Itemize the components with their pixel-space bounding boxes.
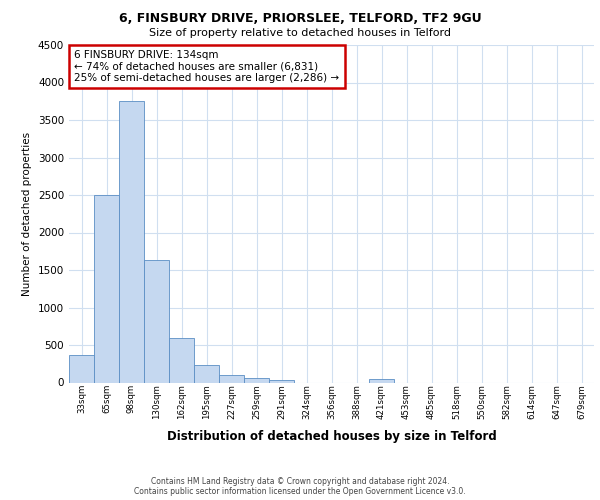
- X-axis label: Distribution of detached houses by size in Telford: Distribution of detached houses by size …: [167, 430, 496, 443]
- Text: 6, FINSBURY DRIVE, PRIORSLEE, TELFORD, TF2 9GU: 6, FINSBURY DRIVE, PRIORSLEE, TELFORD, T…: [119, 12, 481, 26]
- Bar: [194, 365, 219, 382]
- Text: Contains HM Land Registry data © Crown copyright and database right 2024.
Contai: Contains HM Land Registry data © Crown c…: [134, 476, 466, 496]
- Bar: [244, 378, 269, 382]
- Text: 6 FINSBURY DRIVE: 134sqm
← 74% of detached houses are smaller (6,831)
25% of sem: 6 FINSBURY DRIVE: 134sqm ← 74% of detach…: [74, 50, 340, 84]
- Bar: [169, 338, 194, 382]
- Bar: [119, 101, 144, 382]
- Text: Size of property relative to detached houses in Telford: Size of property relative to detached ho…: [149, 28, 451, 38]
- Bar: [69, 355, 94, 382]
- Bar: [94, 195, 119, 382]
- Bar: [219, 375, 244, 382]
- Y-axis label: Number of detached properties: Number of detached properties: [22, 132, 32, 296]
- Bar: [269, 380, 294, 382]
- Bar: [369, 379, 394, 382]
- Bar: [144, 260, 169, 382]
